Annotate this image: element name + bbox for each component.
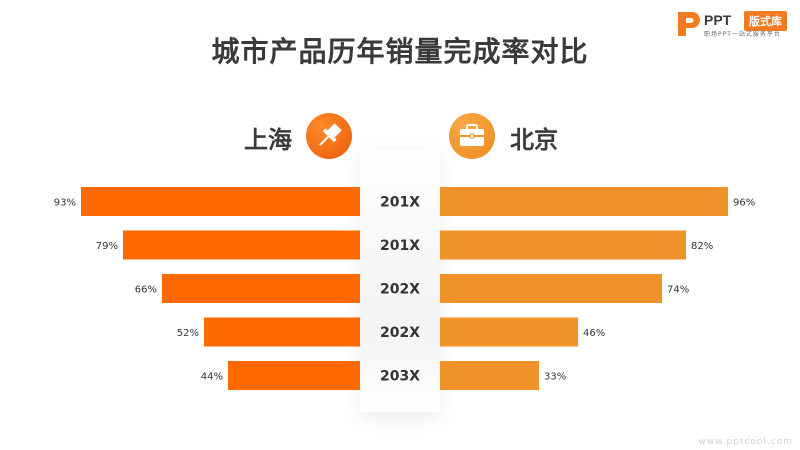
bar-left bbox=[81, 187, 360, 216]
category-label: 201X bbox=[380, 195, 420, 211]
bar-right bbox=[440, 187, 728, 216]
bar-label-right: 96% bbox=[733, 198, 755, 209]
pushpin-icon bbox=[306, 113, 352, 159]
bar-label-right: 82% bbox=[691, 241, 713, 252]
bar-label-right: 33% bbox=[544, 372, 566, 383]
category-label: 201X bbox=[380, 238, 420, 254]
bar-left bbox=[123, 230, 360, 260]
watermark: www.pptcool.com bbox=[698, 437, 793, 447]
chart-title: 城市产品历年销量完成率对比 bbox=[211, 35, 589, 68]
brand-logo[interactable]: PPT 版式库 职场PPT一站式服务平台 bbox=[676, 8, 796, 40]
bar-label-left: 52% bbox=[177, 328, 199, 339]
logo-badge: 版式库 bbox=[744, 11, 787, 31]
category-label: 202X bbox=[380, 325, 420, 341]
bar-label-left: 79% bbox=[96, 241, 118, 252]
category-label: 202X bbox=[380, 282, 420, 298]
bar-label-left: 44% bbox=[201, 372, 223, 383]
bar-left bbox=[162, 274, 360, 303]
bar-label-left: 66% bbox=[135, 285, 157, 296]
bar-left bbox=[204, 317, 360, 347]
bar-label-right: 74% bbox=[667, 285, 689, 296]
bar-right bbox=[440, 230, 686, 260]
bar-right bbox=[440, 317, 578, 347]
legend-left-label: 上海 bbox=[244, 126, 292, 154]
briefcase-icon bbox=[449, 113, 495, 159]
logo-brand: PPT bbox=[704, 12, 732, 28]
bar-label-right: 46% bbox=[583, 328, 605, 339]
bar-label-left: 93% bbox=[54, 198, 76, 209]
legend-right-label: 北京 bbox=[510, 126, 558, 154]
category-label: 203X bbox=[380, 369, 420, 385]
year-column-panel bbox=[360, 150, 440, 412]
logo-tagline: 职场PPT一站式服务平台 bbox=[704, 31, 781, 38]
bar-left bbox=[228, 361, 360, 390]
bar-right bbox=[440, 361, 539, 390]
bar-right bbox=[440, 274, 662, 303]
logo-mark-icon bbox=[678, 12, 700, 36]
